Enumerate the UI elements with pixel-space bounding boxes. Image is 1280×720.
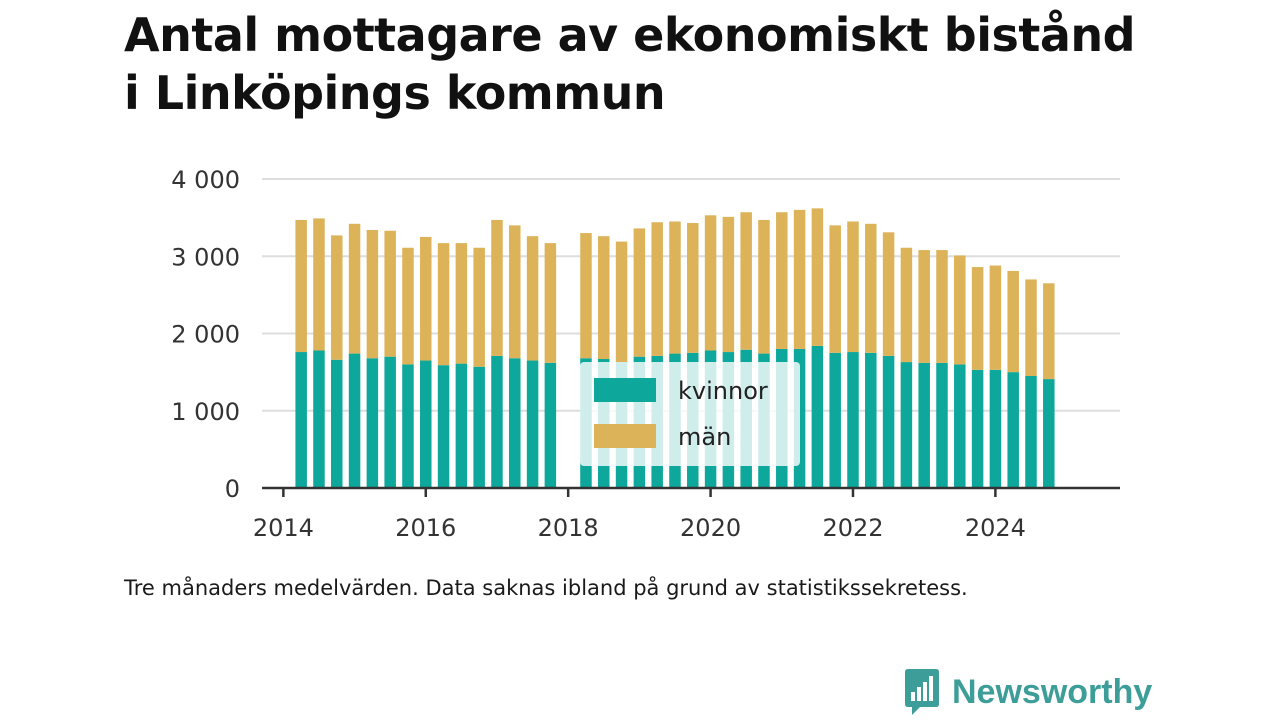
x-tick-label: 2014	[253, 514, 314, 542]
bar-man	[331, 235, 343, 360]
legend: kvinnor män	[580, 362, 800, 466]
bar-man	[722, 216, 735, 353]
bar-kvinnor	[366, 358, 379, 488]
brand-logo: Newsworthy	[902, 668, 1152, 716]
bar-man	[865, 223, 877, 353]
bar-kvinnor	[331, 359, 343, 488]
bar-man	[651, 222, 663, 356]
legend-label: kvinnor	[678, 377, 768, 405]
bar-man	[437, 243, 450, 366]
bar-man	[669, 221, 681, 354]
brand-name: Newsworthy	[952, 672, 1153, 711]
bar-man	[882, 232, 895, 356]
bar-man	[509, 225, 521, 359]
bar-man	[402, 247, 414, 365]
bar-man	[971, 267, 984, 370]
bar-kvinnor	[420, 360, 432, 488]
bar-kvinnor	[989, 369, 1002, 488]
bar-man	[704, 215, 717, 351]
bar-man	[348, 223, 361, 354]
bar-man	[544, 243, 557, 363]
bar-man	[615, 241, 628, 363]
bar-kvinnor	[829, 352, 841, 488]
bar-kvinnor	[1025, 375, 1037, 488]
bar-man	[989, 265, 1002, 370]
x-tick-label: 2020	[680, 514, 741, 542]
bar-man	[580, 233, 592, 359]
bar-man	[829, 225, 841, 353]
y-axis-tick-labels: 0 1 000 2 000 3 000 4 000	[171, 166, 240, 503]
bar-man	[366, 229, 379, 359]
chart-title-line-1: Antal mottagare av ekonomiskt bistånd	[124, 8, 1136, 62]
bar-kvinnor	[847, 352, 859, 488]
bar-kvinnor	[544, 362, 557, 488]
bar-kvinnor	[1007, 372, 1019, 488]
x-tick-label: 2018	[538, 514, 599, 542]
bar-kvinnor	[882, 355, 895, 488]
y-tick-label: 0	[225, 475, 240, 503]
bar-kvinnor	[918, 362, 930, 488]
bar-kvinnor	[473, 366, 485, 488]
bar-man	[1007, 270, 1019, 373]
newsworthy-logo-icon	[905, 669, 939, 715]
y-tick-label: 4 000	[171, 166, 240, 194]
bar-man	[776, 212, 788, 349]
bar-kvinnor	[384, 356, 396, 488]
x-tick-label: 2024	[965, 514, 1026, 542]
bar-kvinnor	[526, 360, 539, 488]
bar-man	[384, 230, 396, 357]
legend-label: män	[678, 423, 731, 451]
bar-man	[295, 219, 307, 353]
chart-title-line-2: i Linköpings kommun	[124, 66, 666, 120]
bar-man	[811, 208, 824, 346]
bar-man	[900, 247, 913, 363]
legend-swatch	[594, 378, 656, 402]
y-tick-label: 2 000	[171, 321, 240, 349]
bar-kvinnor	[865, 352, 877, 488]
bar-man	[758, 219, 770, 354]
x-axis	[262, 486, 1120, 497]
bar-man	[1025, 279, 1037, 376]
bar-man	[598, 236, 610, 359]
y-tick-label: 3 000	[171, 243, 240, 271]
x-axis-tick-labels: 2014 2016 2018 2020 2022 2024	[253, 514, 1026, 542]
bar-kvinnor	[509, 358, 521, 488]
bar-kvinnor	[313, 350, 325, 488]
bar-man	[954, 255, 966, 365]
bar-man	[687, 223, 699, 353]
bar-kvinnor	[936, 362, 948, 488]
bar-kvinnor	[437, 365, 450, 488]
bar-kvinnor	[811, 345, 824, 488]
bar-man	[473, 247, 485, 367]
bar-man	[740, 212, 752, 350]
chart-caption: Tre månaders medelvärden. Data saknas ib…	[124, 576, 968, 600]
bar-kvinnor	[348, 353, 361, 488]
bar-kvinnor	[491, 355, 503, 488]
bar-kvinnor	[1043, 379, 1055, 488]
bar-kvinnor	[900, 362, 913, 488]
bar-man	[936, 250, 948, 363]
bar-kvinnor	[971, 369, 984, 488]
bar-man	[420, 236, 432, 361]
bar-man	[491, 219, 503, 356]
bar-man	[793, 209, 806, 349]
bar-kvinnor	[295, 352, 307, 488]
bar-man	[526, 236, 539, 361]
x-tick-label: 2022	[822, 514, 883, 542]
bar-man	[313, 218, 325, 351]
bar-kvinnor	[402, 364, 414, 488]
bar-man	[455, 243, 468, 364]
bar-kvinnor	[954, 364, 966, 488]
y-tick-label: 1 000	[171, 398, 240, 426]
x-tick-label: 2016	[395, 514, 456, 542]
bar-man	[1043, 283, 1055, 380]
bar-kvinnor	[455, 363, 468, 488]
chart-title: Antal mottagare av ekonomiskt bistånd i …	[124, 6, 1224, 122]
bar-man	[918, 250, 930, 363]
bar-man	[847, 221, 859, 353]
bar-man	[633, 228, 646, 357]
legend-swatch	[594, 424, 656, 448]
